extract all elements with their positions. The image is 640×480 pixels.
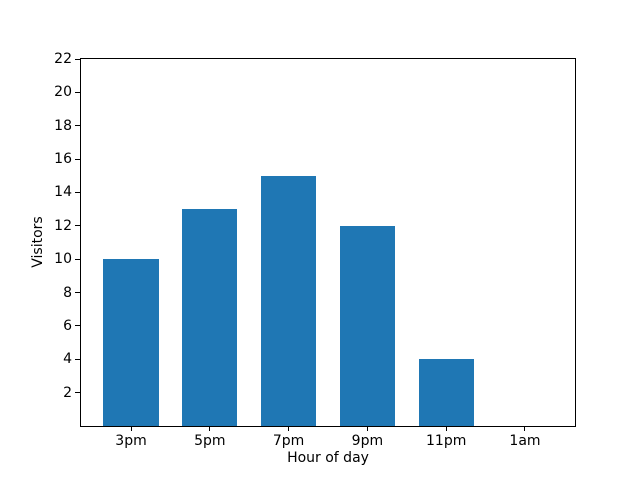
y-tick-mark (75, 358, 80, 360)
x-tick-mark (130, 426, 132, 431)
bar-5pm (182, 209, 238, 426)
x-tick-mark (209, 426, 211, 431)
y-tick-mark (75, 125, 80, 127)
y-tick-mark (75, 325, 80, 327)
y-tick-label: 6 (63, 317, 72, 334)
y-tick-mark (75, 292, 80, 294)
x-tick-label: 9pm (351, 433, 384, 449)
y-tick-label: 18 (54, 117, 72, 134)
y-tick-mark (75, 158, 80, 160)
y-tick-label: 16 (54, 151, 72, 168)
y-tick-label: 14 (54, 184, 72, 201)
y-tick-label: 10 (54, 251, 72, 268)
x-tick-label: 5pm (194, 433, 226, 449)
x-axis-label: Hour of day (287, 450, 369, 466)
bar-3pm (103, 259, 159, 426)
y-tick-mark (75, 191, 80, 193)
x-tick-mark (288, 426, 290, 431)
y-tick-label: 2 (63, 384, 72, 401)
x-tick-mark (524, 426, 526, 431)
bar-7pm (261, 175, 317, 426)
x-tick-label: 3pm (115, 433, 147, 449)
plot-area: 2 4 6 8 10 12 14 16 18 20 22 3pm 5pm 7pm 9pm 11pm 1am (54, 52, 576, 448)
y-tick-mark (75, 58, 80, 60)
y-tick-mark (75, 91, 80, 93)
bar-11pm (418, 359, 474, 426)
x-tick-label: 11pm (426, 433, 467, 449)
y-tick-label: 20 (54, 84, 72, 101)
x-tick-label: 7pm (272, 433, 305, 449)
x-tick-mark (445, 426, 447, 431)
y-tick-label: 4 (63, 351, 72, 368)
y-tick-mark (75, 258, 80, 260)
x-tick-mark (366, 426, 368, 431)
y-tick-label: 22 (54, 51, 72, 67)
bar-9pm (339, 225, 395, 426)
y-axis-label: Visitors (30, 216, 46, 268)
y-tick-mark (75, 392, 80, 394)
x-tick-label: 1am (509, 433, 541, 449)
y-tick-mark (75, 225, 80, 227)
y-tick-label: 8 (63, 284, 72, 301)
y-tick-label: 12 (54, 217, 72, 234)
